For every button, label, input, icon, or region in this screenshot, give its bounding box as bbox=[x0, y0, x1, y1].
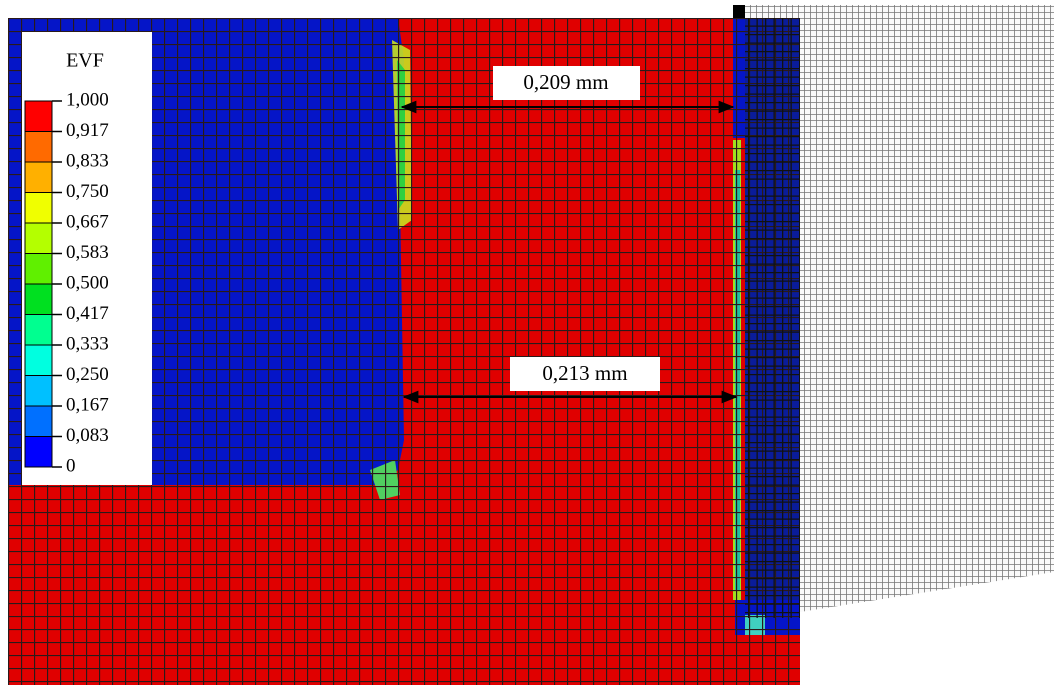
color-bin bbox=[24, 253, 53, 285]
legend-label: 0,833 bbox=[66, 150, 109, 171]
color-bin bbox=[24, 131, 53, 163]
legend-label: 0,750 bbox=[66, 181, 109, 202]
legend-label: 0,167 bbox=[66, 394, 109, 415]
color-bin bbox=[24, 192, 53, 224]
color-bin bbox=[24, 161, 53, 193]
label-box bbox=[493, 66, 640, 100]
legend-label: 0,250 bbox=[66, 364, 109, 385]
dimension-label: 0,209 mm bbox=[523, 70, 608, 94]
legend: 1,000 0,917 0,833 0,750 0,667 0,583 0,500 0,417… bbox=[24, 89, 109, 476]
color-bin bbox=[24, 100, 53, 132]
fine-mesh bbox=[745, 5, 1054, 612]
legend-label: 0,667 bbox=[66, 211, 109, 232]
legend-label: 1,000 bbox=[66, 89, 109, 110]
legend-title: EVF bbox=[66, 50, 104, 72]
color-bin bbox=[24, 375, 53, 407]
legend-label: 0,500 bbox=[66, 272, 109, 293]
color-bin bbox=[24, 436, 53, 468]
color-bin bbox=[24, 283, 53, 315]
label-box bbox=[510, 357, 660, 391]
legend-label: 0,333 bbox=[66, 333, 109, 354]
legend-label: 0,917 bbox=[66, 120, 109, 141]
legend-label: 0 bbox=[66, 455, 76, 476]
color-bin bbox=[24, 405, 53, 437]
color-bin bbox=[24, 222, 53, 254]
dimension-label: 0,213 mm bbox=[542, 361, 627, 385]
color-bin bbox=[24, 314, 53, 346]
legend-label: 0,083 bbox=[66, 425, 109, 446]
legend-label: 0,417 bbox=[66, 303, 109, 324]
color-bin bbox=[24, 344, 53, 376]
legend-label: 0,583 bbox=[66, 242, 109, 263]
